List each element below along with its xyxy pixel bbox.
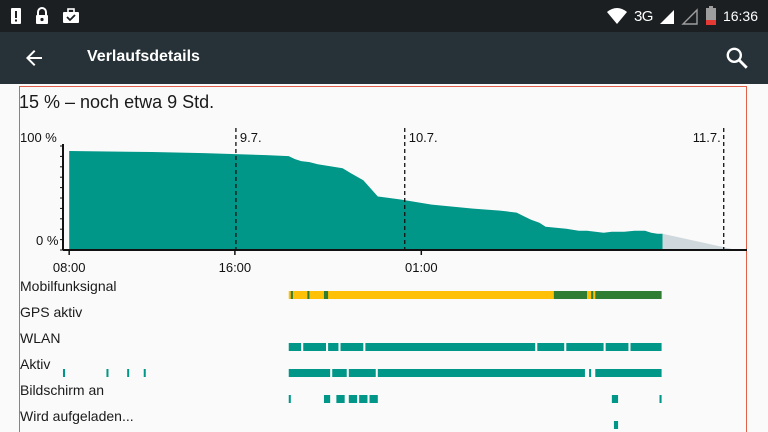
battery-low-icon (705, 6, 716, 25)
timeline-segment (365, 343, 536, 351)
timeline-label: Bildschirm an (20, 382, 105, 398)
status-bar: 3G 16:36 (0, 0, 768, 32)
timeline-segment-alt (323, 291, 329, 299)
battery-prediction-area (662, 233, 732, 249)
timeline-segment (340, 343, 364, 351)
timeline-label: GPS aktiv (20, 304, 83, 320)
work-briefcase-icon (63, 8, 79, 23)
x-tick-label-0100: 01:00 (405, 260, 438, 275)
timeline-segment (377, 369, 585, 377)
timeline-segment (106, 369, 109, 377)
timeline-segment (605, 343, 629, 351)
timeline-segment (348, 395, 358, 403)
x-tick-label-1600: 16:00 (219, 260, 252, 275)
day-marker-label: 10.7. (409, 130, 438, 145)
timeline-segment (566, 343, 604, 351)
timeline-segment-alt (591, 291, 594, 299)
search-icon[interactable] (724, 45, 750, 71)
y-tick-label-100: 100 % (20, 130, 57, 145)
timeline-segment (288, 395, 291, 403)
app-bar: Verlaufsdetails (0, 32, 768, 84)
timeline-segment (595, 369, 662, 377)
timeline-segment (303, 343, 327, 351)
alert-icon (11, 8, 21, 24)
timeline-segment (143, 369, 146, 377)
timeline-segment-alt (307, 291, 310, 299)
network-type-label: 3G (633, 7, 654, 25)
timeline-segment (288, 369, 331, 377)
timeline-segment (323, 395, 331, 403)
signal-icon (659, 10, 674, 24)
x-tick-label-0800: 08:00 (53, 260, 86, 275)
arrow-back-icon[interactable] (22, 46, 46, 70)
lock-icon (36, 7, 48, 24)
timeline-segment (332, 369, 347, 377)
wifi-icon (606, 8, 627, 24)
status-bar-right-icons: 3G 16:36 (606, 6, 758, 26)
timeline-segment-alt (595, 291, 662, 299)
timeline-segment (359, 395, 368, 403)
timeline-segment (369, 395, 378, 403)
day-marker-label: 9.7. (240, 130, 262, 145)
timeline-segment (611, 395, 619, 403)
timeline-segment (630, 343, 662, 351)
y-tick-label-0: 0 % (36, 233, 59, 248)
timeline-label: Mobilfunksignal (20, 278, 117, 294)
timeline-segment-alt (290, 291, 293, 299)
timeline-segment (328, 343, 339, 351)
timeline-segment-alt (553, 291, 588, 299)
timeline-segment (613, 421, 619, 429)
battery-level-area (69, 151, 663, 249)
status-bar-time: 16:36 (722, 8, 758, 24)
day-marker-label: 11.7. (693, 130, 721, 145)
timeline-label: Wird aufgeladen... (20, 408, 134, 424)
timeline-segment (288, 343, 302, 351)
battery-summary: 15 % – noch etwa 9 Std. (19, 92, 215, 112)
timeline-segment (127, 369, 130, 377)
timeline-label: WLAN (20, 330, 61, 346)
signal-empty-icon (681, 8, 698, 25)
timeline-segment (62, 369, 66, 377)
status-bar-left-icons (10, 6, 80, 26)
timeline-segment (537, 343, 565, 351)
timeline-segment (589, 369, 592, 377)
timeline-segment (288, 291, 662, 299)
timeline-segment (348, 369, 376, 377)
timeline-segment (659, 395, 662, 403)
page-title: Verlaufsdetails (87, 48, 200, 65)
timeline-label: Aktiv (20, 356, 51, 372)
timeline-segment (336, 395, 345, 403)
